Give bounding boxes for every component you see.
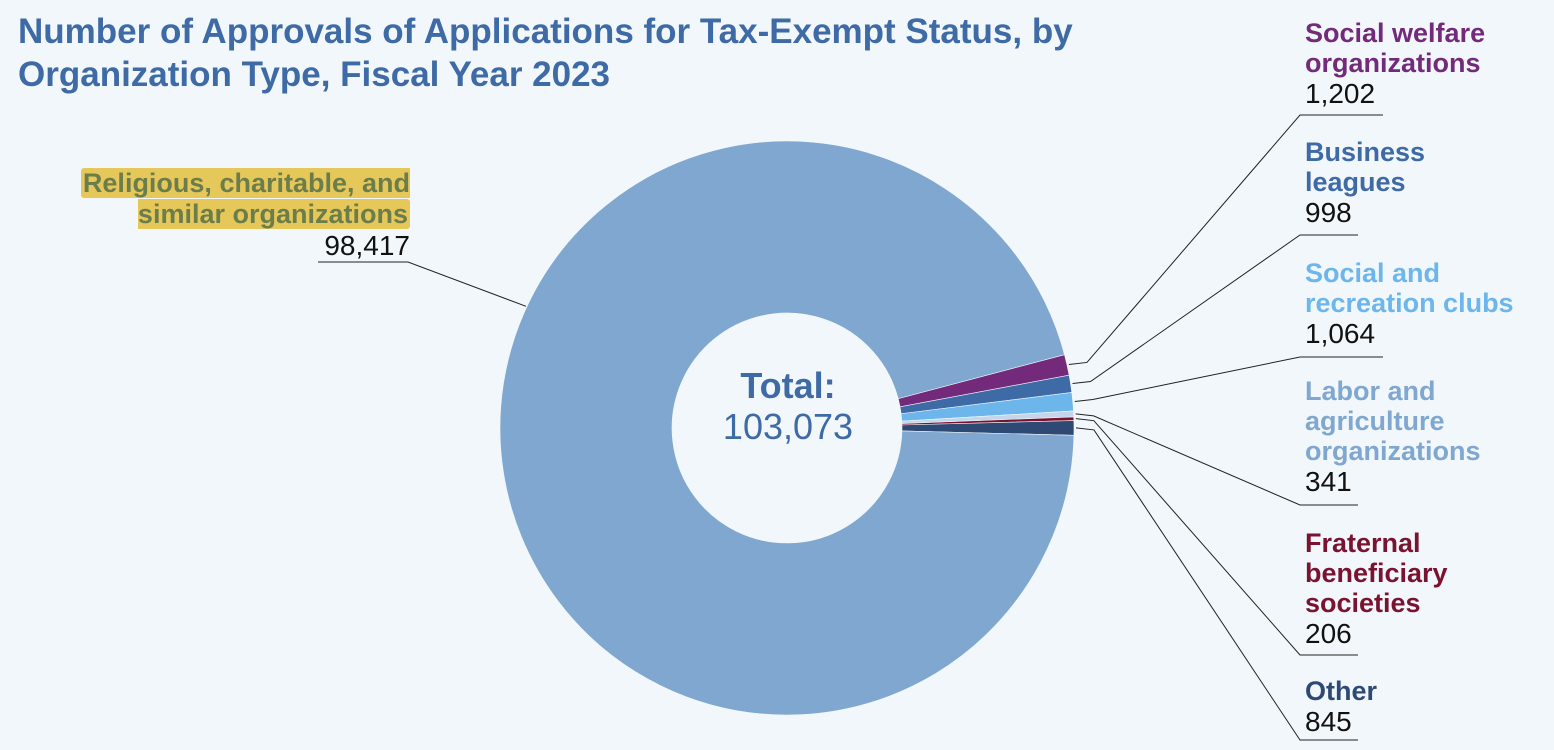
label-fraternal-name: Fraternal beneficiary societies xyxy=(1305,528,1448,618)
label-religious: Religious, charitable, and similar organ… xyxy=(30,168,410,262)
label-fraternal-value: 206 xyxy=(1305,618,1352,649)
label-social-welfare: Social welfare organizations 1,202 xyxy=(1305,18,1525,110)
label-other: Other 845 xyxy=(1305,676,1485,738)
label-labor-agriculture-name: Labor and agriculture organizations xyxy=(1305,376,1481,466)
label-other-value: 845 xyxy=(1305,706,1352,737)
label-social-welfare-name: Social welfare organizations xyxy=(1305,18,1486,78)
leader-line-1 xyxy=(1072,234,1358,384)
label-social-recreation-name: Social and recreation clubs xyxy=(1305,258,1514,318)
leader-line-0 xyxy=(1068,114,1383,365)
label-religious-name: Religious, charitable, and similar organ… xyxy=(80,168,410,229)
leader-line-2 xyxy=(1074,356,1383,403)
leader-line-religious xyxy=(318,261,527,307)
label-social-welfare-value: 1,202 xyxy=(1305,78,1376,109)
label-other-name: Other xyxy=(1305,676,1378,706)
label-business-leagues: Business leagues 998 xyxy=(1305,137,1465,229)
chart-title: Number of Approvals of Applications for … xyxy=(18,12,1073,94)
center-label: Total: xyxy=(740,365,836,406)
center-value: 103,073 xyxy=(722,406,854,447)
label-social-recreation-value: 1,064 xyxy=(1305,318,1376,349)
label-social-recreation: Social and recreation clubs 1,064 xyxy=(1305,258,1550,350)
slice-religious-charitable-and-similar-organizations xyxy=(499,140,1075,716)
center-total: Total: 103,073 xyxy=(672,366,904,448)
leader-line-5 xyxy=(1075,427,1358,741)
label-religious-value: 98,417 xyxy=(324,230,410,261)
leader-line-4 xyxy=(1075,418,1358,656)
label-fraternal: Fraternal beneficiary societies 206 xyxy=(1305,528,1485,650)
leader-line-3 xyxy=(1075,413,1358,506)
label-labor-agriculture: Labor and agriculture organizations 341 xyxy=(1305,376,1535,498)
label-business-leagues-value: 998 xyxy=(1305,197,1352,228)
label-labor-agriculture-value: 341 xyxy=(1305,466,1352,497)
label-business-leagues-name: Business leagues xyxy=(1305,137,1426,197)
